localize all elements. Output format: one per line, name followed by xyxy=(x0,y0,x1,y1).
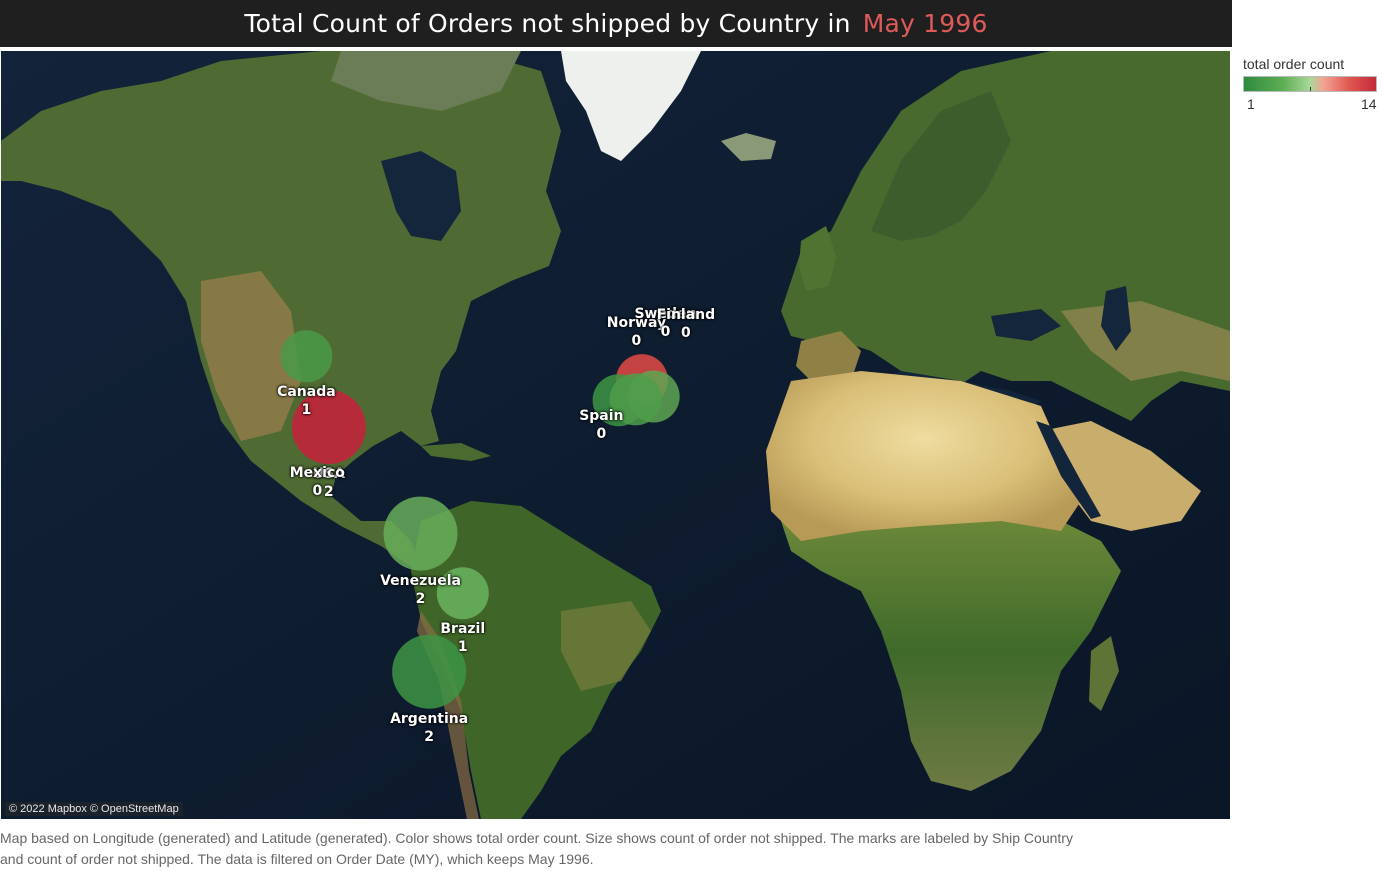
chart-title-text: Total Count of Orders not shipped by Cou… xyxy=(244,9,851,38)
map-label-spain: Spain 0 xyxy=(579,407,623,443)
map-label-count: 0 xyxy=(680,324,691,341)
chart-title: Total Count of Orders not shipped by Cou… xyxy=(0,0,1232,47)
map-label-country: Canada xyxy=(277,384,336,401)
map-label-country: Spain xyxy=(579,407,624,424)
map-mark-canada[interactable] xyxy=(280,330,333,383)
legend-midpoint-tick xyxy=(1310,87,1311,91)
caption-line-2: and count of order not shipped. The data… xyxy=(0,851,594,867)
map-label-count: 1 xyxy=(457,639,468,656)
map-label-count: 2 xyxy=(415,590,426,607)
map-label-country: Mexico xyxy=(289,465,345,482)
map-label-country: Sweden xyxy=(634,306,697,323)
land-brazil-dry xyxy=(561,601,651,691)
land-cuba xyxy=(421,443,491,461)
land-arctic-islands xyxy=(331,51,521,111)
legend-color-ramp xyxy=(1243,76,1377,92)
map-label-count: 1 xyxy=(301,402,312,419)
land-caspian-sea xyxy=(1101,286,1131,351)
land-black-sea xyxy=(991,309,1061,341)
chart-title-period: May 1996 xyxy=(862,9,988,38)
land-britain xyxy=(799,226,836,291)
land-madagascar xyxy=(1089,636,1119,711)
map-mark-brazil[interactable] xyxy=(436,567,489,620)
map-label-count: 2 xyxy=(323,484,334,501)
map-label-count: 2 xyxy=(424,728,435,745)
map-label-country: Brazil xyxy=(440,621,486,638)
map-label-count: 0 xyxy=(312,483,323,500)
land-iberia xyxy=(796,331,861,386)
map-mark-venezuela[interactable] xyxy=(383,496,458,571)
map-label-count: 0 xyxy=(596,425,607,442)
map-label-canada: Canada 1 xyxy=(277,383,336,419)
map-label-usa: USA 2 xyxy=(313,465,345,501)
map-attribution[interactable]: © 2022 Mapbox © OpenStreetMap xyxy=(5,802,183,816)
land-hudson-bay xyxy=(381,151,461,241)
map-label-country: Finland xyxy=(656,306,716,323)
legend-min-label: 1 xyxy=(1247,96,1255,112)
caption-line-1: Map based on Longitude (generated) and L… xyxy=(0,830,1073,846)
land-us-desert xyxy=(201,271,301,441)
legend-title: total order count xyxy=(1243,56,1345,72)
marks-layer xyxy=(280,330,680,709)
color-legend: total order count 1 14 xyxy=(1243,56,1383,112)
land-iceland xyxy=(721,133,776,161)
map-label-count: 0 xyxy=(660,324,671,341)
map-label-country: Norway xyxy=(606,315,667,332)
map-caption: Map based on Longitude (generated) and L… xyxy=(0,828,1240,870)
land-red-sea xyxy=(1036,421,1101,519)
map-label-brazil: Brazil 1 xyxy=(440,620,485,656)
map-canvas[interactable] xyxy=(1,51,1230,819)
map-mark-argentina[interactable] xyxy=(392,634,467,709)
map-view[interactable]: Canada 1 USA 2 Mexico 0 Venezuela 2 Brazil 1 Argen… xyxy=(1,51,1230,819)
map-mark-usa[interactable] xyxy=(291,390,366,465)
map-mark-europe-4[interactable] xyxy=(609,373,662,426)
land-africa-south xyxy=(781,511,1121,791)
map-label-country: Argentina xyxy=(390,710,469,727)
map-label-norway: Norway 0 xyxy=(607,314,666,350)
land-sahara xyxy=(766,371,1081,541)
map-label-venezuela: Venezuela 2 xyxy=(380,572,461,608)
legend-max-label: 14 xyxy=(1361,96,1377,112)
land-greenland xyxy=(561,51,701,161)
map-label-sweden: Sweden 0 xyxy=(634,305,696,341)
land-scandinavia xyxy=(871,91,1011,241)
map-label-finland: Finland 0 xyxy=(657,306,716,342)
map-label-argentina: Argentina 2 xyxy=(390,710,468,746)
map-label-country: Venezuela xyxy=(380,572,461,589)
map-label-country: USA xyxy=(312,466,345,483)
map-label-mexico: Mexico 0 xyxy=(290,464,345,500)
map-label-count: 0 xyxy=(631,333,642,350)
